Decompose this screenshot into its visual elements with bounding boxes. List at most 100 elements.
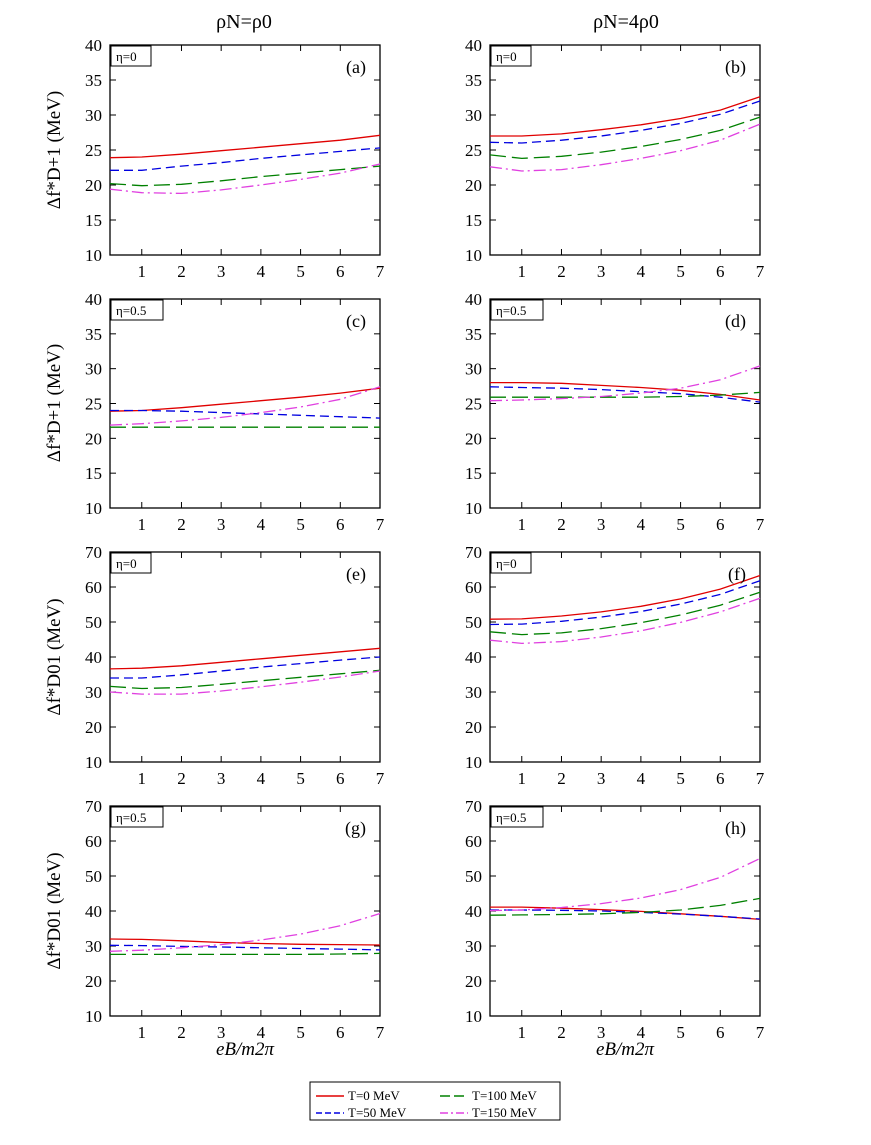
column-title-left: ρN=ρ0 [216,11,272,33]
series-line-T50 [489,580,761,626]
y-tick-label: 70 [85,543,102,562]
plot-frame [489,551,761,763]
series-line-T100 [490,391,761,398]
y-tick-label: 30 [85,106,102,125]
eta-label: η=0 [496,49,517,64]
y-tick-label: 50 [85,867,102,886]
y-tick-label: 20 [465,429,482,448]
y-tick-label: 15 [465,464,482,483]
x-tick-label: 1 [138,515,147,534]
panel-label: (g) [345,818,366,839]
x-tick-label: 6 [716,769,725,788]
y-tick-label: 40 [465,902,482,921]
legend-label-T100: T=100 MeV [472,1088,537,1103]
x-tick-label: 7 [376,769,385,788]
series-line-T50 [109,944,381,951]
x-tick-label: 5 [676,769,685,788]
eta-box: η=0.5 [490,299,544,321]
panel-label: (h) [725,818,746,839]
x-tick-label: 3 [217,1023,226,1042]
y-tick-label: 60 [85,578,102,597]
x-tick-label: 7 [376,515,385,534]
x-tick-label: 5 [296,262,305,281]
y-axis-title: Δf*D+1 (MeV) [44,344,65,462]
x-tick-label: 6 [336,515,345,534]
x-tick-label: 4 [257,262,266,281]
y-tick-label: 10 [85,246,102,265]
x-tick-label: 2 [177,1023,186,1042]
y-tick-label: 40 [85,36,102,55]
series-line-T100 [489,591,761,636]
plot-frame [109,551,381,763]
plot-frame [489,298,761,509]
eta-label: η=0.5 [116,810,146,825]
x-tick-label: 3 [597,1023,606,1042]
x-tick-label: 2 [177,262,186,281]
x-tick-label: 4 [257,1023,266,1042]
y-tick-label: 70 [465,543,482,562]
x-tick-label: 1 [518,769,527,788]
series-line-T150 [109,670,381,695]
x-tick-label: 4 [637,262,646,281]
x-tick-label: 3 [217,515,226,534]
y-tick-label: 30 [465,360,482,379]
eta-label: η=0 [496,556,517,571]
plot-frame [109,44,381,256]
series-line-T0 [489,574,761,620]
y-tick-label: 15 [85,464,102,483]
x-tick-label: 7 [376,262,385,281]
y-tick-label: 40 [465,648,482,667]
eta-box-frame [110,299,164,321]
legend: T=0 MeV T=100 MeV T=50 MeV T=150 MeV [309,1081,561,1121]
series-line-T150 [109,912,381,952]
x-tick-label: 2 [177,769,186,788]
y-tick-label: 25 [465,141,482,160]
eta-label: η=0.5 [116,303,146,318]
y-tick-label: 70 [465,797,482,816]
y-tick-label: 20 [465,176,482,195]
series-line-T0 [109,647,381,670]
x-tick-label: 1 [518,515,527,534]
series-line-T100 [489,116,761,160]
series-line-T100 [109,165,381,187]
series-line-T100 [109,669,381,690]
series-line-T100 [489,897,761,916]
x-axis-title: eB/m2π [596,1039,655,1060]
y-tick-label: 40 [85,290,102,309]
y-tick-label: 30 [465,106,482,125]
panel-label: (a) [346,57,366,78]
y-tick-label: 30 [85,360,102,379]
y-tick-label: 20 [465,718,482,737]
eta-box: η=0.5 [490,806,544,828]
y-tick-label: 35 [465,71,482,90]
x-tick-label: 5 [296,769,305,788]
eta-box: η=0 [110,45,152,67]
eta-label: η=0.5 [496,810,526,825]
series-line-T150 [489,365,761,402]
y-tick-label: 15 [465,211,482,230]
series-line-T0 [490,96,761,137]
y-tick-label: 60 [85,832,102,851]
y-tick-label: 25 [465,395,482,414]
y-tick-label: 10 [465,1007,482,1026]
y-tick-label: 30 [465,683,482,702]
series-line-T0 [490,381,761,401]
x-tick-label: 5 [296,515,305,534]
x-tick-label: 5 [676,515,685,534]
series-line-T0 [490,906,761,921]
x-tick-label: 4 [637,1023,646,1042]
panel-b: 10 15 20 25 30 35 40 1 2 3 4 5 6 7 η=0 (b) [465,36,765,281]
panel-f: 10 20 30 40 50 60 70 1 2 3 4 5 6 7 η=0 (f) [465,543,765,788]
x-tick-label: 6 [336,769,345,788]
x-tick-label: 3 [597,262,606,281]
y-tick-label: 60 [465,832,482,851]
eta-box-frame [110,552,152,574]
x-axis-title: eB/m2π [216,1039,275,1060]
y-tick-label: 20 [85,718,102,737]
series-line-T0 [109,387,381,412]
y-tick-label: 70 [85,797,102,816]
x-tick-label: 6 [716,1023,725,1042]
column-title-right: ρN=4ρ0 [593,11,659,33]
panel-e: 10 20 30 40 50 60 70 1 2 3 4 5 6 7 η=0 (e) [85,543,385,788]
